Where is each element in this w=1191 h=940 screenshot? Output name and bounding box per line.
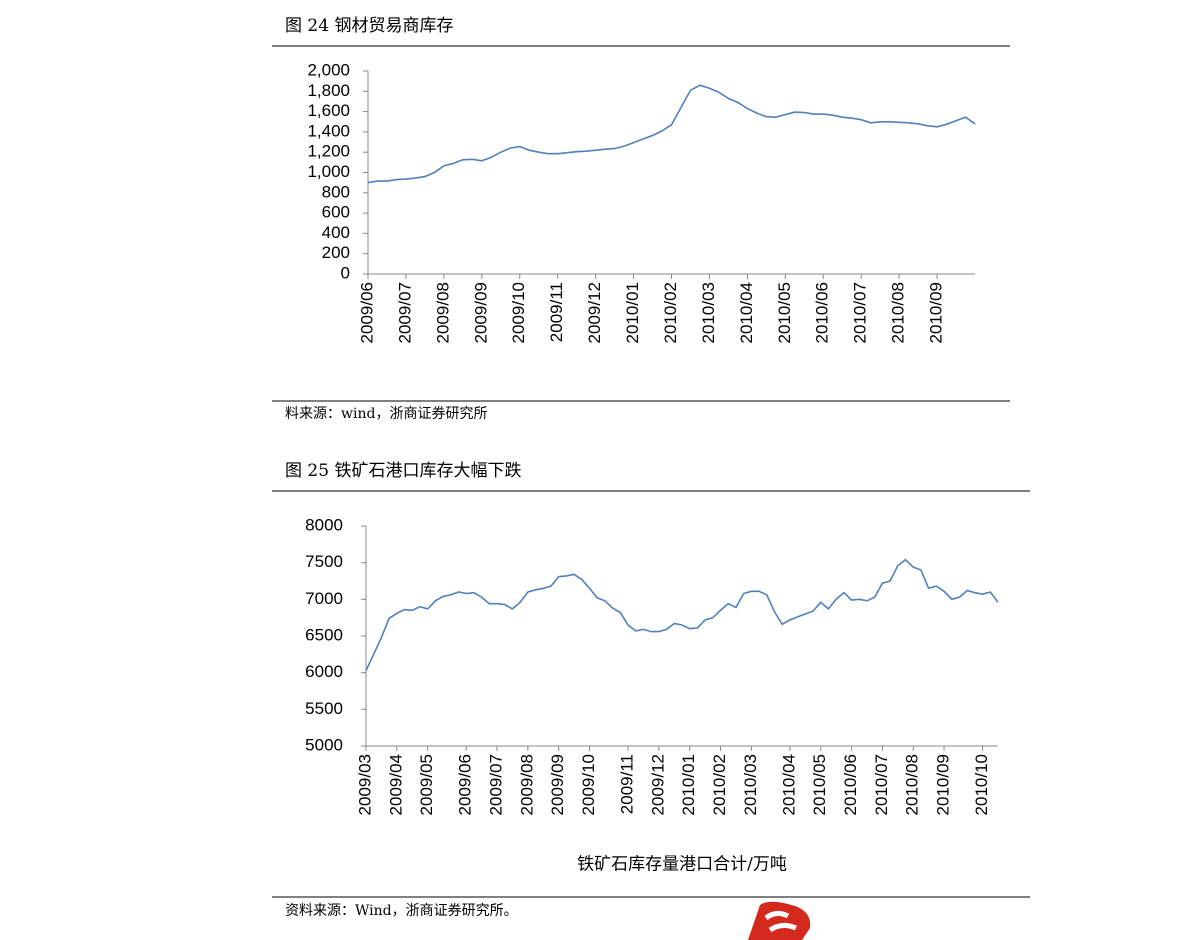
x-tick-label: 2009/12	[585, 282, 604, 343]
x-tick-label: 2009/10	[509, 282, 528, 343]
source: 料来源：wind，浙商证券研究所	[285, 406, 487, 422]
y-tick-label: 5000	[305, 735, 343, 754]
x-tick-label: 2009/10	[579, 754, 598, 815]
x-tick-label: 2010/04	[737, 282, 756, 343]
y-tick-label: 1,400	[307, 121, 350, 140]
x-tick-label: 2010/08	[889, 282, 908, 343]
x-tick-label: 2010/01	[679, 754, 698, 815]
line-series	[365, 558, 999, 671]
x-tick-label: 2009/04	[386, 754, 405, 815]
logo	[748, 901, 811, 940]
x-tick-label: 2010/09	[927, 282, 946, 343]
source: 资料来源：Wind，浙商证券研究所。	[285, 903, 518, 919]
legend-label: 铁矿石库存量港口合计/万吨	[577, 855, 787, 875]
y-tick-label: 5500	[305, 699, 343, 718]
line-series	[367, 84, 976, 184]
x-tick-label: 2009/09	[548, 754, 567, 815]
x-tick-label: 2009/09	[471, 282, 490, 343]
x-tick-label: 2009/06	[456, 754, 475, 815]
x-tick-label: 2010/09	[934, 754, 953, 815]
x-tick-label: 2010/06	[841, 754, 860, 815]
x-tick-label: 2009/07	[487, 754, 506, 815]
x-tick-label: 2009/07	[395, 282, 414, 343]
x-tick-label: 2009/06	[357, 282, 376, 343]
x-tick-label: 2010/06	[813, 282, 832, 343]
chart-title: 图 24 钢材贸易商库存	[285, 16, 453, 36]
x-tick-label: 2009/11	[618, 754, 637, 814]
x-tick-label: 2010/02	[661, 282, 680, 343]
y-tick-label: 7500	[305, 552, 343, 571]
x-tick-label: 2010/05	[810, 754, 829, 815]
x-tick-label: 2009/05	[417, 754, 436, 815]
x-tick-label: 2009/12	[648, 754, 667, 815]
x-tick-label: 2010/03	[699, 282, 718, 343]
y-tick-label: 800	[322, 182, 350, 201]
y-tick-label: 600	[322, 203, 350, 222]
logo-shape	[748, 901, 811, 940]
y-tick-label: 6000	[305, 662, 343, 681]
logo-mark	[764, 910, 797, 933]
x-tick-label: 2009/08	[433, 282, 452, 343]
x-tick-label: 2010/07	[851, 282, 870, 343]
y-tick-label: 200	[322, 243, 350, 262]
x-tick-label: 2010/04	[779, 754, 798, 815]
y-tick-label: 400	[322, 223, 350, 242]
y-tick-label: 1,800	[307, 81, 350, 100]
x-tick-label: 2009/03	[355, 754, 374, 815]
x-tick-label: 2010/03	[741, 754, 760, 815]
x-tick-label: 2010/07	[872, 754, 891, 815]
y-tick-label: 2,000	[307, 60, 350, 79]
x-tick-label: 2010/05	[775, 282, 794, 343]
x-tick-label: 2010/02	[710, 754, 729, 815]
y-tick-label: 1,000	[307, 162, 350, 181]
y-tick-label: 8000	[305, 515, 343, 534]
x-tick-label: 2010/08	[903, 754, 922, 815]
x-tick-label: 2010/10	[972, 754, 991, 815]
x-tick-label: 2010/01	[623, 282, 642, 343]
chart-title: 图 25 铁矿石港口库存大幅下跌	[285, 461, 521, 481]
y-tick-label: 7000	[305, 589, 343, 608]
y-tick-label: 1,200	[307, 142, 350, 161]
x-tick-label: 2009/08	[517, 754, 536, 815]
y-tick-label: 1,600	[307, 101, 350, 120]
x-tick-label: 2009/11	[547, 282, 566, 342]
y-tick-label: 6500	[305, 625, 343, 644]
y-tick-label: 0	[341, 263, 350, 282]
